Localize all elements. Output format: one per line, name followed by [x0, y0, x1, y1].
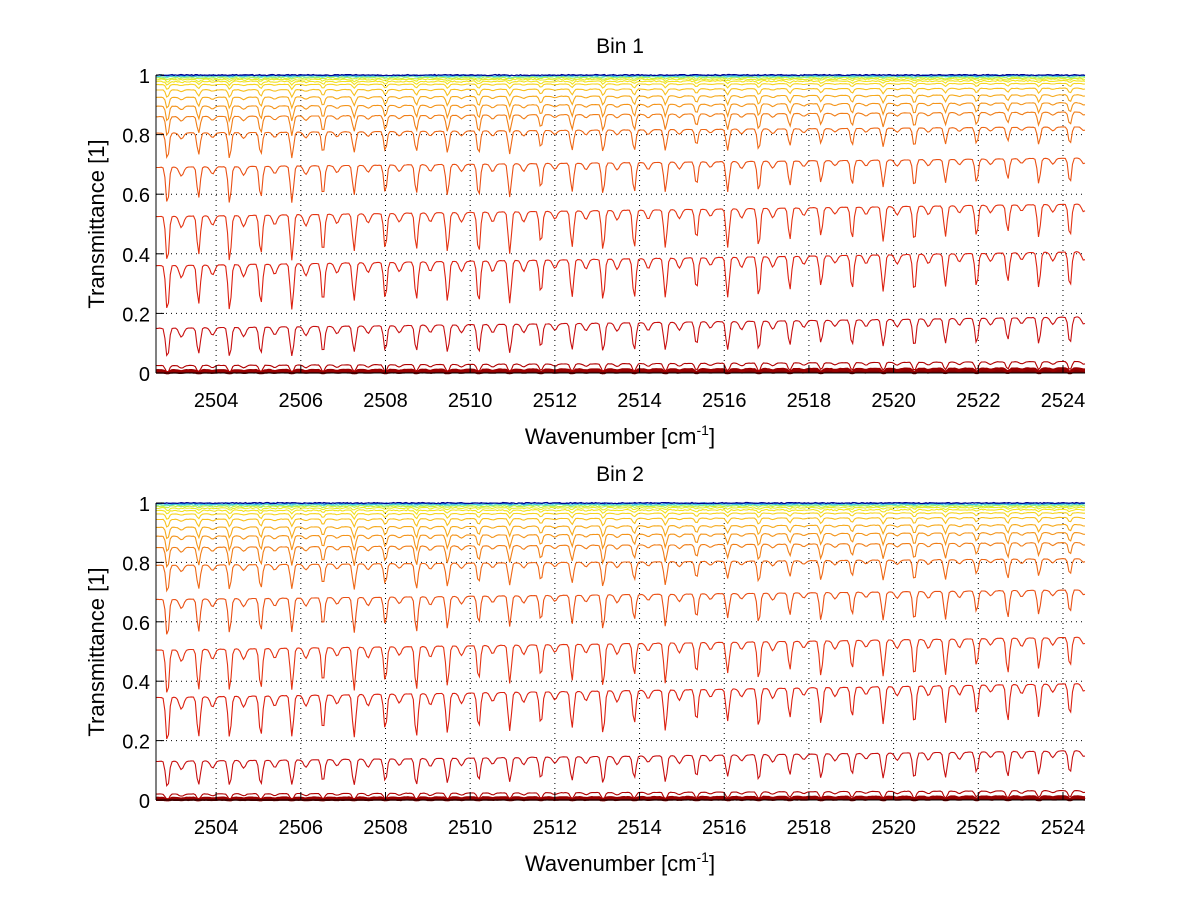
x-tick-label: 2506 [279, 817, 324, 839]
x-tick-label: 2508 [363, 390, 408, 412]
x-tick-label: 2512 [533, 817, 578, 839]
y-tick-label: 1 [139, 66, 150, 88]
series-line-level-2 [155, 795, 1086, 802]
series-line-level-10 [155, 102, 1086, 123]
series-line-level-9 [156, 541, 1086, 569]
series-line-level-5 [155, 251, 1086, 310]
series-line-level-4 [155, 750, 1086, 788]
series-line-level-11 [155, 94, 1086, 110]
series-line-level-6 [156, 636, 1086, 693]
panel-bin-2: Bin 2 Transmittance [1] Wavenumber [cm-1… [84, 463, 1086, 876]
series-line-level-17 [155, 503, 1086, 508]
series-line-level-16 [155, 76, 1086, 81]
x-tick-label: 2518 [787, 817, 832, 839]
y-tick-label: 0.4 [122, 672, 150, 694]
x-tick-label: 2516 [702, 390, 747, 412]
y-tick-label: 0.2 [122, 304, 150, 326]
x-tick-label: 2514 [617, 817, 662, 839]
series-line-level-8 [155, 558, 1086, 593]
series-line-level-1 [156, 369, 1086, 375]
x-tick-label: 2518 [787, 390, 832, 412]
chart-title: Bin 2 [596, 463, 644, 486]
axes [155, 74, 1085, 374]
x-tick-label: 2520 [871, 817, 916, 839]
series-line-level-16 [155, 504, 1086, 509]
y-axis-label: Transmittance [1] [84, 567, 109, 736]
x-tick-label: 2520 [871, 390, 916, 412]
x-tick-label: 2510 [448, 390, 493, 412]
panel-bin-1: Bin 1 Transmittance [1] Wavenumber [cm-1… [84, 35, 1085, 449]
series-line-level-4 [156, 316, 1086, 357]
x-tick-label: 2510 [448, 817, 493, 839]
series-line-level-10 [155, 531, 1086, 553]
x-axis-label-main: Wavenumber [cm [525, 424, 697, 449]
y-tick-label: 0.6 [122, 613, 150, 635]
y-tick-label: 0 [139, 791, 150, 813]
x-axis-label: Wavenumber [cm-1] [525, 422, 715, 449]
series-line-level-7 [156, 157, 1086, 203]
series-line-level-3 [155, 360, 1086, 373]
x-axis-label-end: ] [709, 424, 715, 449]
series-group [155, 501, 1086, 802]
series-line-level-12 [156, 87, 1086, 99]
series-line-level-8 [155, 126, 1086, 159]
chart-title: Bin 1 [596, 35, 644, 58]
series-line-level-13 [155, 512, 1085, 521]
y-tick-label: 0.6 [122, 185, 150, 207]
series-line-level-5 [155, 683, 1086, 740]
series-line-level-9 [156, 111, 1086, 137]
series-line-level-14 [155, 508, 1086, 516]
x-tick-label: 2512 [533, 390, 578, 412]
series-line-level-20 [155, 501, 1086, 505]
x-tick-label: 2522 [956, 817, 1001, 839]
series-line-level-11 [156, 523, 1085, 540]
series-line-level-15 [155, 77, 1086, 83]
series-line-level-13 [155, 82, 1086, 91]
x-tick-label: 2516 [702, 817, 747, 839]
y-tick-labels: 0 0.2 0.4 0.6 0.8 1 [122, 66, 150, 386]
axes [155, 502, 1085, 801]
series-line-level-14 [155, 79, 1086, 87]
x-tick-label: 2514 [617, 390, 662, 412]
series-group [155, 73, 1086, 375]
series-line-level-7 [155, 589, 1086, 635]
y-tick-label: 0.2 [122, 732, 150, 754]
series-line-level-15 [155, 506, 1086, 512]
series-line-level-3 [156, 789, 1086, 801]
x-tick-label: 2504 [194, 390, 239, 412]
series-line-level-20 [156, 73, 1086, 77]
x-axis-label-main: Wavenumber [cm [525, 851, 697, 876]
y-tick-label: 0.4 [122, 245, 150, 267]
x-tick-label: 2508 [363, 817, 408, 839]
x-tick-label: 2522 [956, 390, 1001, 412]
y-tick-label: 0 [139, 364, 150, 386]
x-tick-labels: 2504 2506 2508 2510 2512 2514 2516 2518 2520 2522… [194, 390, 1085, 412]
x-axis-label-end: ] [709, 851, 715, 876]
x-axis-label-sup: -1 [697, 422, 710, 438]
y-tick-label: 1 [139, 494, 150, 516]
y-tick-labels: 0 0.2 0.4 0.6 0.8 1 [122, 494, 150, 813]
y-tick-label: 0.8 [122, 553, 150, 575]
series-line-level-17 [155, 75, 1086, 79]
x-tick-labels: 2504 2506 2508 2510 2512 2514 2516 2518 2520 2522… [194, 817, 1085, 839]
series-line-level-12 [155, 516, 1086, 529]
x-tick-label: 2504 [194, 817, 239, 839]
x-tick-label: 2506 [279, 390, 324, 412]
x-axis-label-sup: -1 [697, 849, 710, 865]
x-tick-label: 2524 [1041, 390, 1086, 412]
x-axis-label: Wavenumber [cm-1] [525, 849, 715, 876]
x-tick-label: 2524 [1041, 817, 1086, 839]
series-line-level-6 [156, 203, 1086, 261]
y-axis-label: Transmittance [1] [84, 139, 109, 308]
y-tick-label: 0.8 [122, 126, 150, 148]
series-line-level-2 [155, 367, 1085, 375]
